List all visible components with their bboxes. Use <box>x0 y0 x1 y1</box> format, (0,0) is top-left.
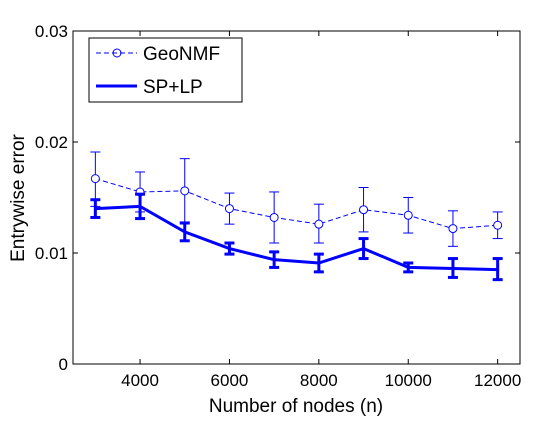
geonmf-series-line <box>95 178 498 230</box>
legend-box <box>88 37 243 103</box>
geonmf-point <box>269 212 279 222</box>
x-axis-label: Number of nodes (n) <box>209 396 383 417</box>
x-tick-label: 4000 <box>121 371 159 390</box>
geonmf-point <box>180 186 190 196</box>
geonmf-point <box>314 219 324 229</box>
y-tick-label: 0 <box>59 355 68 374</box>
y-tick-label: 0.01 <box>35 244 68 263</box>
y-tick-label: 0.02 <box>35 133 68 152</box>
x-tick-label: 8000 <box>300 371 338 390</box>
geonmf-point <box>224 204 234 214</box>
y-tick-label: 0.03 <box>35 22 68 41</box>
geonmf-point <box>403 210 413 220</box>
legend: GeoNMF SP+LP <box>88 37 243 103</box>
x-tick-label: 10000 <box>385 371 432 390</box>
x-tick-label: 6000 <box>211 371 249 390</box>
legend-splp-label: SP+LP <box>143 77 203 98</box>
geonmf-point <box>493 220 503 230</box>
y-axis-label: Entrywise error <box>8 133 29 261</box>
sp-lp-series-line <box>95 204 498 272</box>
series-layer <box>90 151 503 282</box>
geonmf-point <box>359 205 369 215</box>
ticks-layer: 4000 6000 8000 10000 12000 0 0.01 0.02 0.03 <box>35 22 521 390</box>
legend-geonmf-label: GeoNMF <box>143 44 220 65</box>
legend-geonmf-marker <box>112 48 122 58</box>
geonmf-point <box>90 174 100 184</box>
x-tick-label: 12000 <box>474 371 521 390</box>
geonmf-point <box>448 224 458 234</box>
